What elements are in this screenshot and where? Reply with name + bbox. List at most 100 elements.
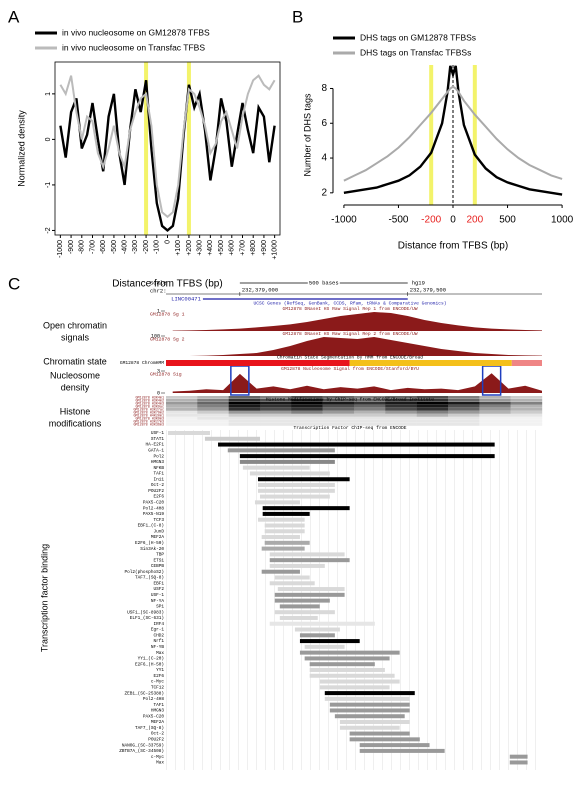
histone-cell	[322, 414, 355, 417]
tf-bar	[262, 511, 310, 516]
tf-label: TAF7_(SQ-8)	[135, 576, 164, 581]
x-tick-label: 0	[164, 240, 171, 244]
tf-bar	[509, 760, 528, 765]
chromatin-segment	[511, 360, 542, 366]
tf-label: MEF2A	[151, 535, 165, 540]
tf-bar	[294, 627, 340, 632]
tf-label: E2F6_(H-50)	[135, 662, 164, 667]
histone-cell	[291, 402, 323, 405]
tf-label: TAF1	[153, 472, 164, 477]
tf-bar	[254, 500, 300, 505]
tf-label: c-Myc	[151, 755, 165, 760]
tf-bar	[279, 615, 318, 620]
tf-label: CHD2	[153, 633, 164, 638]
histone-cell	[291, 417, 323, 420]
x-tick-label: -700	[89, 240, 96, 254]
y-axis-label: Normalized density	[16, 110, 26, 187]
histone-cell	[197, 399, 229, 402]
tf-bar	[349, 731, 410, 736]
x-tick-label: +600	[229, 240, 236, 256]
histone-cell	[479, 420, 511, 423]
x-tick-label: -500	[111, 240, 118, 254]
histone-cell	[385, 411, 417, 414]
histone-cell	[385, 408, 417, 411]
x-tick-label: +700	[239, 240, 246, 256]
series-line	[59, 79, 276, 232]
histone-cell	[228, 399, 261, 402]
panel-label: A	[8, 7, 20, 26]
series-line	[343, 85, 563, 182]
chromatin-segment	[166, 360, 350, 366]
histone-cell	[448, 402, 480, 405]
x-axis-label: Distance from TFBS (bp)	[112, 279, 222, 290]
histone-cell	[166, 423, 198, 426]
histone-cell	[448, 396, 480, 399]
histone-cell	[385, 414, 417, 417]
section-label: Open chromatin	[43, 320, 107, 330]
legend-label: DHS tags on GM12878 TFBSs	[360, 32, 476, 42]
histone-cell	[166, 396, 198, 399]
histone-cell	[510, 417, 543, 420]
histone-cell	[510, 414, 543, 417]
x-tick-label: -900	[68, 240, 75, 254]
histone-cell	[510, 411, 543, 414]
histone-cell	[416, 396, 449, 399]
tf-bar	[329, 708, 410, 713]
tf-bar	[269, 552, 345, 557]
series-line	[59, 74, 276, 219]
tf-label: NF-YB	[151, 645, 165, 650]
tf-label: EBF1	[153, 581, 164, 586]
histone-cell	[197, 411, 229, 414]
tf-bar	[260, 494, 330, 499]
x-tick-label: -400	[121, 240, 128, 254]
histone-cell	[291, 408, 323, 411]
section-label: Histone	[60, 406, 91, 416]
browser-grid-background	[166, 430, 542, 770]
tf-label: NFKB	[153, 466, 164, 471]
histone-cell	[510, 405, 543, 408]
histone-cell	[416, 414, 449, 417]
x-tick-label: -800	[79, 240, 86, 254]
histone-cell	[166, 411, 198, 414]
highlight-label: -200	[421, 215, 441, 226]
tf-bar	[257, 483, 335, 488]
tf-label: EBF1_(C-8)	[138, 524, 164, 529]
histone-cell	[322, 402, 355, 405]
tf-label: USF2	[153, 587, 164, 592]
histone-cell	[166, 417, 198, 420]
histone-cell	[510, 420, 543, 423]
histone-cell	[322, 399, 355, 402]
y-tick-label: 1	[45, 92, 52, 96]
tf-bar	[257, 517, 305, 522]
scale-text: 500 bases	[309, 279, 339, 286]
track-title: Histone Modifications by ChIP-seq from E…	[266, 397, 434, 403]
histone-cell	[510, 408, 543, 411]
x-tick-label: +100	[175, 240, 182, 256]
histone-label: GM12878 H3K79m2	[133, 411, 164, 415]
x-tick-label: -600	[100, 240, 107, 254]
histone-cell	[260, 414, 292, 417]
histone-cell	[166, 402, 198, 405]
track-scale-label: 1	[157, 308, 160, 314]
histone-cell	[385, 402, 417, 405]
tf-label: IRF4	[153, 622, 164, 627]
histone-cell	[291, 396, 323, 399]
histone-cell	[197, 405, 229, 408]
tf-label: Ini1	[153, 477, 164, 482]
tf-bar	[261, 535, 300, 540]
histone-label: GM12878 H3K4m1	[136, 396, 165, 400]
y-tick-label: 6	[321, 118, 327, 129]
tf-label: TAF1	[153, 703, 164, 708]
histone-cell	[416, 411, 449, 414]
tf-label: POU2F2	[148, 489, 164, 494]
histone-cell	[448, 423, 480, 426]
tf-label: c-Myc	[151, 680, 165, 685]
histone-cell	[228, 405, 261, 408]
histone-cell	[385, 396, 417, 399]
histone-cell	[354, 411, 386, 414]
x-tick-label: -1000	[57, 240, 64, 258]
tf-bar	[299, 650, 400, 655]
histone-cell	[228, 411, 261, 414]
